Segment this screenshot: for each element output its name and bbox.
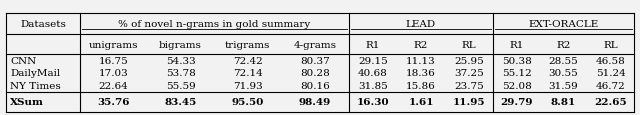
Text: 31.59: 31.59 bbox=[548, 81, 579, 90]
Text: CNN: CNN bbox=[10, 56, 36, 65]
Text: 8.81: 8.81 bbox=[551, 98, 576, 107]
Text: 80.16: 80.16 bbox=[300, 81, 330, 90]
Text: 22.64: 22.64 bbox=[99, 81, 129, 90]
Text: bigrams: bigrams bbox=[159, 40, 202, 49]
Text: LEAD: LEAD bbox=[406, 20, 436, 29]
Text: 22.65: 22.65 bbox=[594, 98, 627, 107]
Text: 31.85: 31.85 bbox=[358, 81, 388, 90]
Text: RL: RL bbox=[461, 40, 476, 49]
Text: 80.37: 80.37 bbox=[300, 56, 330, 65]
Text: 16.30: 16.30 bbox=[356, 98, 389, 107]
Text: 37.25: 37.25 bbox=[454, 69, 484, 78]
Text: 52.08: 52.08 bbox=[502, 81, 531, 90]
Text: 11.95: 11.95 bbox=[452, 98, 485, 107]
Text: 35.76: 35.76 bbox=[97, 98, 130, 107]
Text: 11.13: 11.13 bbox=[406, 56, 436, 65]
Text: EXT-ORACLE: EXT-ORACLE bbox=[529, 20, 598, 29]
Text: 80.28: 80.28 bbox=[300, 69, 330, 78]
Text: 28.55: 28.55 bbox=[548, 56, 579, 65]
Text: % of novel n-grams in gold summary: % of novel n-grams in gold summary bbox=[118, 20, 310, 29]
Text: 83.45: 83.45 bbox=[164, 98, 196, 107]
Text: 72.42: 72.42 bbox=[232, 56, 262, 65]
Text: R2: R2 bbox=[556, 40, 571, 49]
Text: 15.86: 15.86 bbox=[406, 81, 436, 90]
Text: 30.55: 30.55 bbox=[548, 69, 579, 78]
Text: 55.59: 55.59 bbox=[166, 81, 195, 90]
Text: 1.61: 1.61 bbox=[408, 98, 434, 107]
Text: 55.12: 55.12 bbox=[502, 69, 531, 78]
Text: 23.75: 23.75 bbox=[454, 81, 484, 90]
Text: R2: R2 bbox=[414, 40, 428, 49]
Text: 46.72: 46.72 bbox=[596, 81, 625, 90]
Text: Datasets: Datasets bbox=[20, 20, 66, 29]
Text: R1: R1 bbox=[366, 40, 380, 49]
Text: unigrams: unigrams bbox=[89, 40, 138, 49]
Text: R1: R1 bbox=[509, 40, 524, 49]
Text: 95.50: 95.50 bbox=[231, 98, 264, 107]
Text: 72.14: 72.14 bbox=[232, 69, 262, 78]
Text: 40.68: 40.68 bbox=[358, 69, 388, 78]
Text: DailyMail: DailyMail bbox=[10, 69, 60, 78]
Text: 17.03: 17.03 bbox=[99, 69, 129, 78]
Text: 16.75: 16.75 bbox=[99, 56, 129, 65]
Text: 18.36: 18.36 bbox=[406, 69, 436, 78]
Text: XSum: XSum bbox=[10, 98, 44, 107]
Text: 54.33: 54.33 bbox=[166, 56, 195, 65]
Text: trigrams: trigrams bbox=[225, 40, 270, 49]
Text: 51.24: 51.24 bbox=[596, 69, 625, 78]
Text: 98.49: 98.49 bbox=[299, 98, 331, 107]
Text: RL: RL bbox=[603, 40, 618, 49]
Text: 71.93: 71.93 bbox=[232, 81, 262, 90]
Text: 53.78: 53.78 bbox=[166, 69, 195, 78]
Text: 4-grams: 4-grams bbox=[294, 40, 337, 49]
Text: 29.15: 29.15 bbox=[358, 56, 388, 65]
Text: 25.95: 25.95 bbox=[454, 56, 484, 65]
Text: 46.58: 46.58 bbox=[596, 56, 625, 65]
Text: 29.79: 29.79 bbox=[500, 98, 532, 107]
Text: 50.38: 50.38 bbox=[502, 56, 531, 65]
Text: NY Times: NY Times bbox=[10, 81, 61, 90]
